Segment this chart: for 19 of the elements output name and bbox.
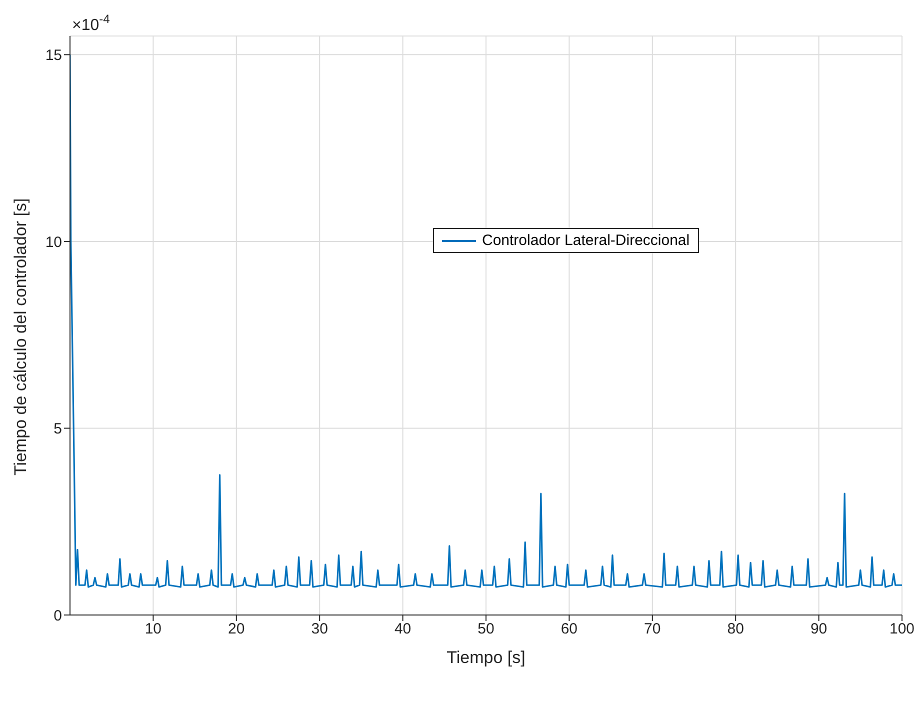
x-tick-label: 10 xyxy=(144,620,162,638)
x-tick-label: 90 xyxy=(810,620,828,638)
line-series xyxy=(70,54,902,588)
x-tick-label: 100 xyxy=(889,620,914,638)
x-tick-label: 70 xyxy=(644,620,661,638)
x-tick-label: 50 xyxy=(478,620,494,638)
x-tick-label: 40 xyxy=(394,620,412,638)
legend-label: Controlador Lateral-Direccional xyxy=(482,232,690,249)
y-axis-title: Tiempo de cálculo del controlador [s] xyxy=(11,198,30,476)
y-tick-label: 10 xyxy=(45,234,62,251)
x-axis-title: Tiempo [s] xyxy=(446,648,526,667)
y-tick-label: 5 xyxy=(54,420,62,438)
x-tick-label: 20 xyxy=(228,620,245,638)
x-tick-label: 60 xyxy=(560,620,578,638)
y-tick-label: 0 xyxy=(54,607,62,624)
text: ×10$^{-4}$ xyxy=(72,12,110,34)
x-tick-label: 30 xyxy=(311,620,328,638)
x-tick-label: 80 xyxy=(727,620,744,638)
y-tick-label: 15 xyxy=(45,47,62,64)
